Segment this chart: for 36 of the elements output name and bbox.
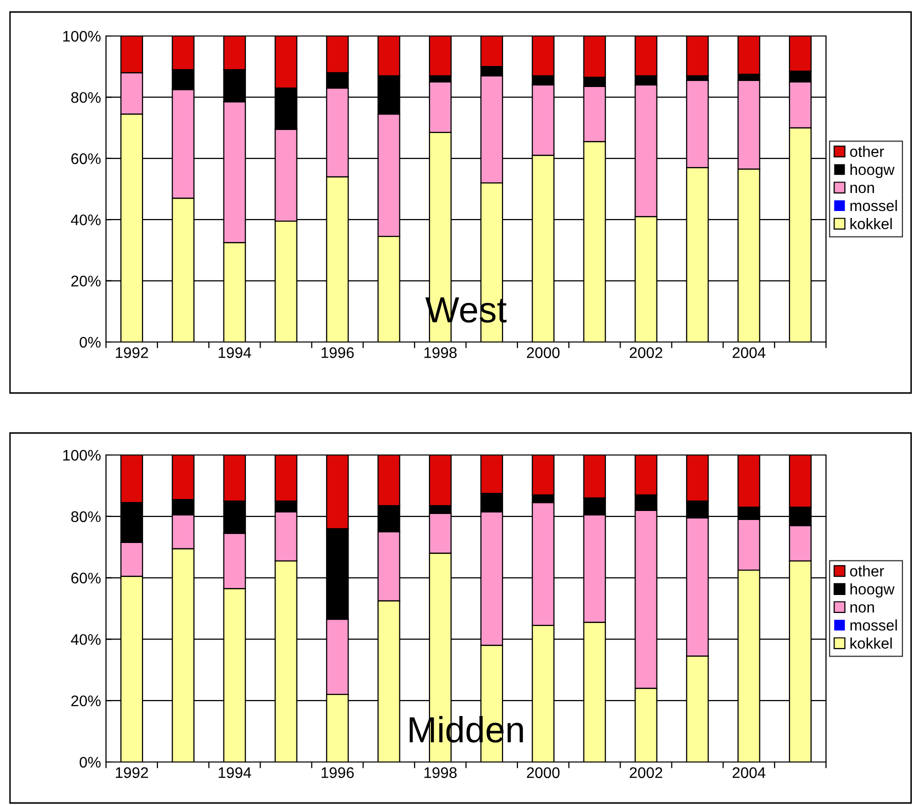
- x-tick-label: 1998: [424, 767, 457, 778]
- legend-label: kokkel: [850, 218, 892, 230]
- legend-label: mossel: [850, 200, 897, 212]
- y-tick-label: 80%: [71, 511, 101, 522]
- legend-label: other: [850, 565, 884, 576]
- x-tick-label: 1992: [116, 767, 148, 778]
- x-tick-label: 2002: [630, 347, 662, 358]
- legend-label: other: [850, 146, 884, 157]
- y-tick-label: 0%: [80, 336, 101, 348]
- y-tick-label: 100%: [63, 30, 101, 42]
- y-tick-label: 60%: [71, 153, 101, 164]
- y-tick-label: 20%: [71, 695, 101, 706]
- legend-label: non: [850, 604, 874, 613]
- y-tick-label: 40%: [70, 634, 101, 645]
- x-tick-label: 1992: [116, 347, 148, 358]
- y-tick-label: 100%: [63, 450, 101, 461]
- y-tick-label: 0%: [80, 756, 101, 768]
- legend-label: non: [850, 184, 874, 194]
- legend-label: mossel: [850, 619, 897, 631]
- y-tick-label: 60%: [71, 572, 101, 584]
- y-tick-label: 20%: [71, 276, 101, 286]
- x-tick-label: 1994: [218, 347, 252, 358]
- x-tick-label: 2004: [732, 347, 766, 358]
- x-tick-label: 1994: [218, 767, 252, 778]
- x-tick-label: 1998: [424, 347, 457, 358]
- x-tick-label: 1996: [322, 347, 354, 358]
- x-tick-label: 2004: [732, 767, 766, 778]
- x-tick-label: 2000: [526, 347, 560, 358]
- x-tick-label: 2000: [526, 767, 560, 778]
- legend-label: hoogw: [850, 164, 895, 178]
- x-tick-label: 1996: [322, 767, 354, 778]
- y-tick-label: 40%: [70, 214, 101, 226]
- y-tick-label: 80%: [71, 92, 101, 103]
- x-tick-label: 2002: [630, 767, 662, 778]
- legend-label: hoogw: [850, 583, 895, 598]
- legend-label: kokkel: [850, 638, 892, 649]
